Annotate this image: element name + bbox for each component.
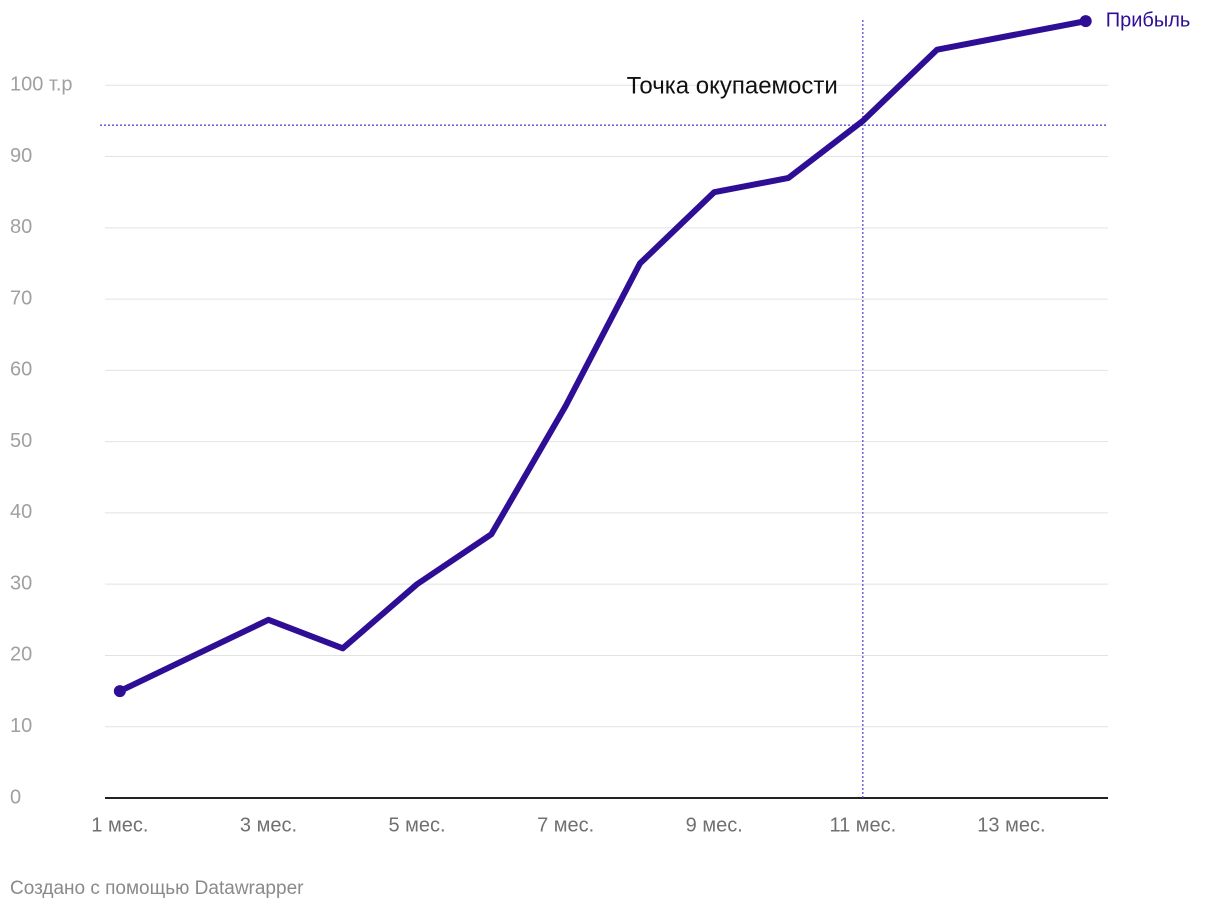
- x-tick-label: 3 мес.: [240, 814, 297, 836]
- y-tick-label: 30: [10, 572, 32, 594]
- series-label: Прибыль: [1106, 9, 1191, 31]
- line: [118, 18, 1087, 694]
- y-tick-label: 60: [10, 359, 32, 381]
- y-tick-label: 10: [10, 715, 32, 737]
- x-tick-label: 13 мес.: [977, 814, 1045, 836]
- y-tick-label: 40: [10, 501, 32, 523]
- annotation: Точка окупаемости: [627, 72, 838, 99]
- y-tick-label: 80: [10, 216, 32, 238]
- y-tick-label: 100 т.р: [10, 74, 73, 96]
- y-tick-label: 50: [10, 430, 32, 452]
- x-tick-label: 9 мес.: [686, 814, 743, 836]
- x-tick-label: 5 мес.: [388, 814, 445, 836]
- x-tick-label: 1 мес.: [91, 814, 148, 836]
- y-tick-label: 70: [10, 287, 32, 309]
- y-tick-label: 90: [10, 145, 32, 167]
- end-dot: [113, 685, 126, 698]
- y-tick-label: 0: [10, 786, 21, 808]
- x-tick-label: 7 мес.: [537, 814, 594, 836]
- footer: Создано с помощью Datawrapper: [10, 878, 304, 899]
- x-tick-label: 11 мес.: [829, 814, 896, 836]
- y-tick-label: 20: [10, 644, 32, 666]
- end-dot: [1079, 15, 1092, 28]
